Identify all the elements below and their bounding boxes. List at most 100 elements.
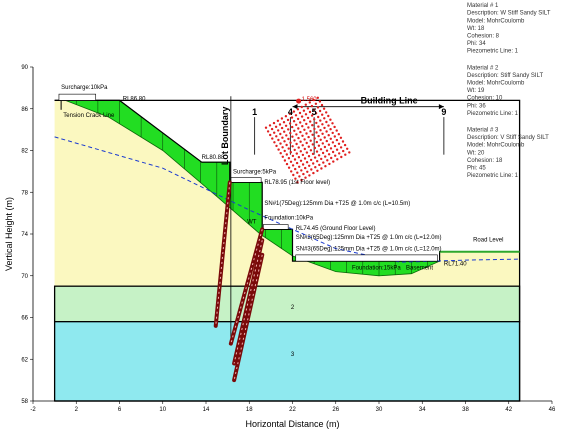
grid-dot: [321, 142, 324, 145]
grid-dot: [305, 141, 308, 145]
grid-dot: [344, 153, 347, 156]
grid-dot: [278, 123, 282, 126]
material-1-cohesion: Cohesion: 8: [467, 34, 500, 40]
x-tick-label: 6: [118, 407, 122, 413]
grid-dot: [338, 152, 341, 155]
grid-dot: [329, 147, 333, 150]
material-2-cohesion: Cohesion: 10: [467, 96, 503, 102]
grid-dot: [311, 143, 314, 146]
grid-dot: [291, 145, 294, 148]
grid-dot: [273, 131, 276, 134]
x-tick-label: 26: [332, 407, 339, 413]
x-tick-label: 14: [203, 407, 210, 413]
material-1-id: Material # 1: [467, 3, 499, 9]
grid-dot: [315, 131, 318, 134]
grid-dot: [328, 162, 331, 166]
grid-dot: [324, 165, 327, 168]
grid-dot: [317, 125, 320, 128]
grid-dot: [266, 130, 270, 133]
grid-dot: [284, 124, 288, 128]
material-2-id: Material # 2: [467, 65, 499, 71]
grid-dot: [309, 130, 312, 133]
soil-nail-core-1: [215, 182, 231, 326]
annotation-label: Surcharge:10kPa: [61, 85, 108, 91]
grid-dot: [305, 151, 309, 154]
grid-dot: [289, 151, 292, 154]
grid-dot: [285, 134, 288, 137]
grid-dot: [283, 140, 286, 143]
grid-dot: [305, 132, 308, 135]
grid-dot: [304, 103, 307, 106]
grid-dot: [312, 162, 315, 165]
grid-dot: [296, 181, 299, 184]
x-tick-label: 42: [505, 407, 512, 413]
grid-dot: [293, 148, 296, 152]
grid-dot: [290, 116, 294, 119]
section-marker-label: 4: [288, 107, 293, 117]
grid-dot: [295, 142, 298, 146]
grid-dot: [281, 155, 284, 158]
grid-dot: [317, 115, 320, 119]
grid-dot: [283, 159, 287, 162]
grid-dot: [323, 136, 326, 139]
grid-dot: [321, 151, 325, 155]
grid-dot: [292, 120, 296, 123]
grid-dot: [296, 117, 300, 121]
material-1-description: Description: W Stiff Sandy SILT: [467, 11, 551, 17]
annotation-label: Tension Crack Line: [63, 113, 115, 119]
grid-dot: [301, 144, 304, 147]
grid-dot: [319, 129, 322, 132]
grid-dot: [295, 133, 298, 136]
water-table-line: [54, 136, 520, 263]
grid-dot: [300, 115, 304, 118]
grid-dot: [291, 164, 295, 167]
grid-dot: [284, 115, 288, 118]
material-3-region: [53, 321, 521, 402]
grid-dot: [279, 152, 282, 155]
grid-dot: [287, 128, 290, 131]
grid-dot: [295, 152, 298, 155]
material-3-cohesion: Cohesion: 18: [467, 158, 503, 164]
grid-dot: [301, 134, 304, 137]
material-2-description: Description: Stiff Sandy SILT: [467, 73, 543, 79]
annotation-label: SN#3(65Deg):125mm Dia +T25 @ 1.0m c/c (L…: [296, 247, 442, 253]
grid-dot: [315, 140, 318, 144]
grid-dot: [339, 136, 343, 139]
annotation-label: RL86.80: [123, 96, 146, 102]
grid-dot: [331, 141, 335, 144]
foundation-15kpa-box: [295, 254, 438, 262]
grid-dot: [297, 127, 300, 130]
grid-dot: [310, 168, 313, 171]
ground-profile-line: [54, 99, 520, 262]
annotation-label: Foundation:10kPa: [264, 215, 313, 221]
layer-number-label: 2: [291, 305, 295, 311]
grid-dot: [325, 139, 328, 143]
grid-dot: [317, 144, 321, 147]
grid-dot: [282, 121, 286, 124]
grid-dot: [285, 162, 289, 166]
grid-dot: [305, 161, 309, 164]
grid-dot: [288, 112, 292, 116]
x-tick-label: 10: [159, 407, 166, 413]
grid-dot: [286, 118, 290, 122]
grid-dot: [333, 135, 336, 138]
grid-dot: [285, 143, 288, 147]
material-2-model: Model: MohrCoulomb: [467, 81, 525, 87]
grid-dot: [296, 108, 300, 111]
surcharge-10kpa-box: [58, 93, 97, 101]
grid-dot: [321, 132, 324, 135]
grid-dot: [336, 158, 339, 161]
y-tick-label: 82: [21, 149, 28, 155]
grid-dot: [334, 154, 337, 157]
grid-dot: [289, 160, 293, 163]
grid-dot: [313, 156, 317, 159]
material-2-piezo: Piezometric Line: 1: [467, 111, 519, 117]
grid-dot: [299, 150, 302, 153]
annotation-label: RL80.88: [202, 155, 225, 161]
grid-dot: [291, 135, 294, 138]
grid-dot: [317, 134, 320, 138]
grid-dot: [316, 169, 319, 172]
grid-dot: [320, 103, 324, 107]
grid-dot: [307, 155, 311, 158]
